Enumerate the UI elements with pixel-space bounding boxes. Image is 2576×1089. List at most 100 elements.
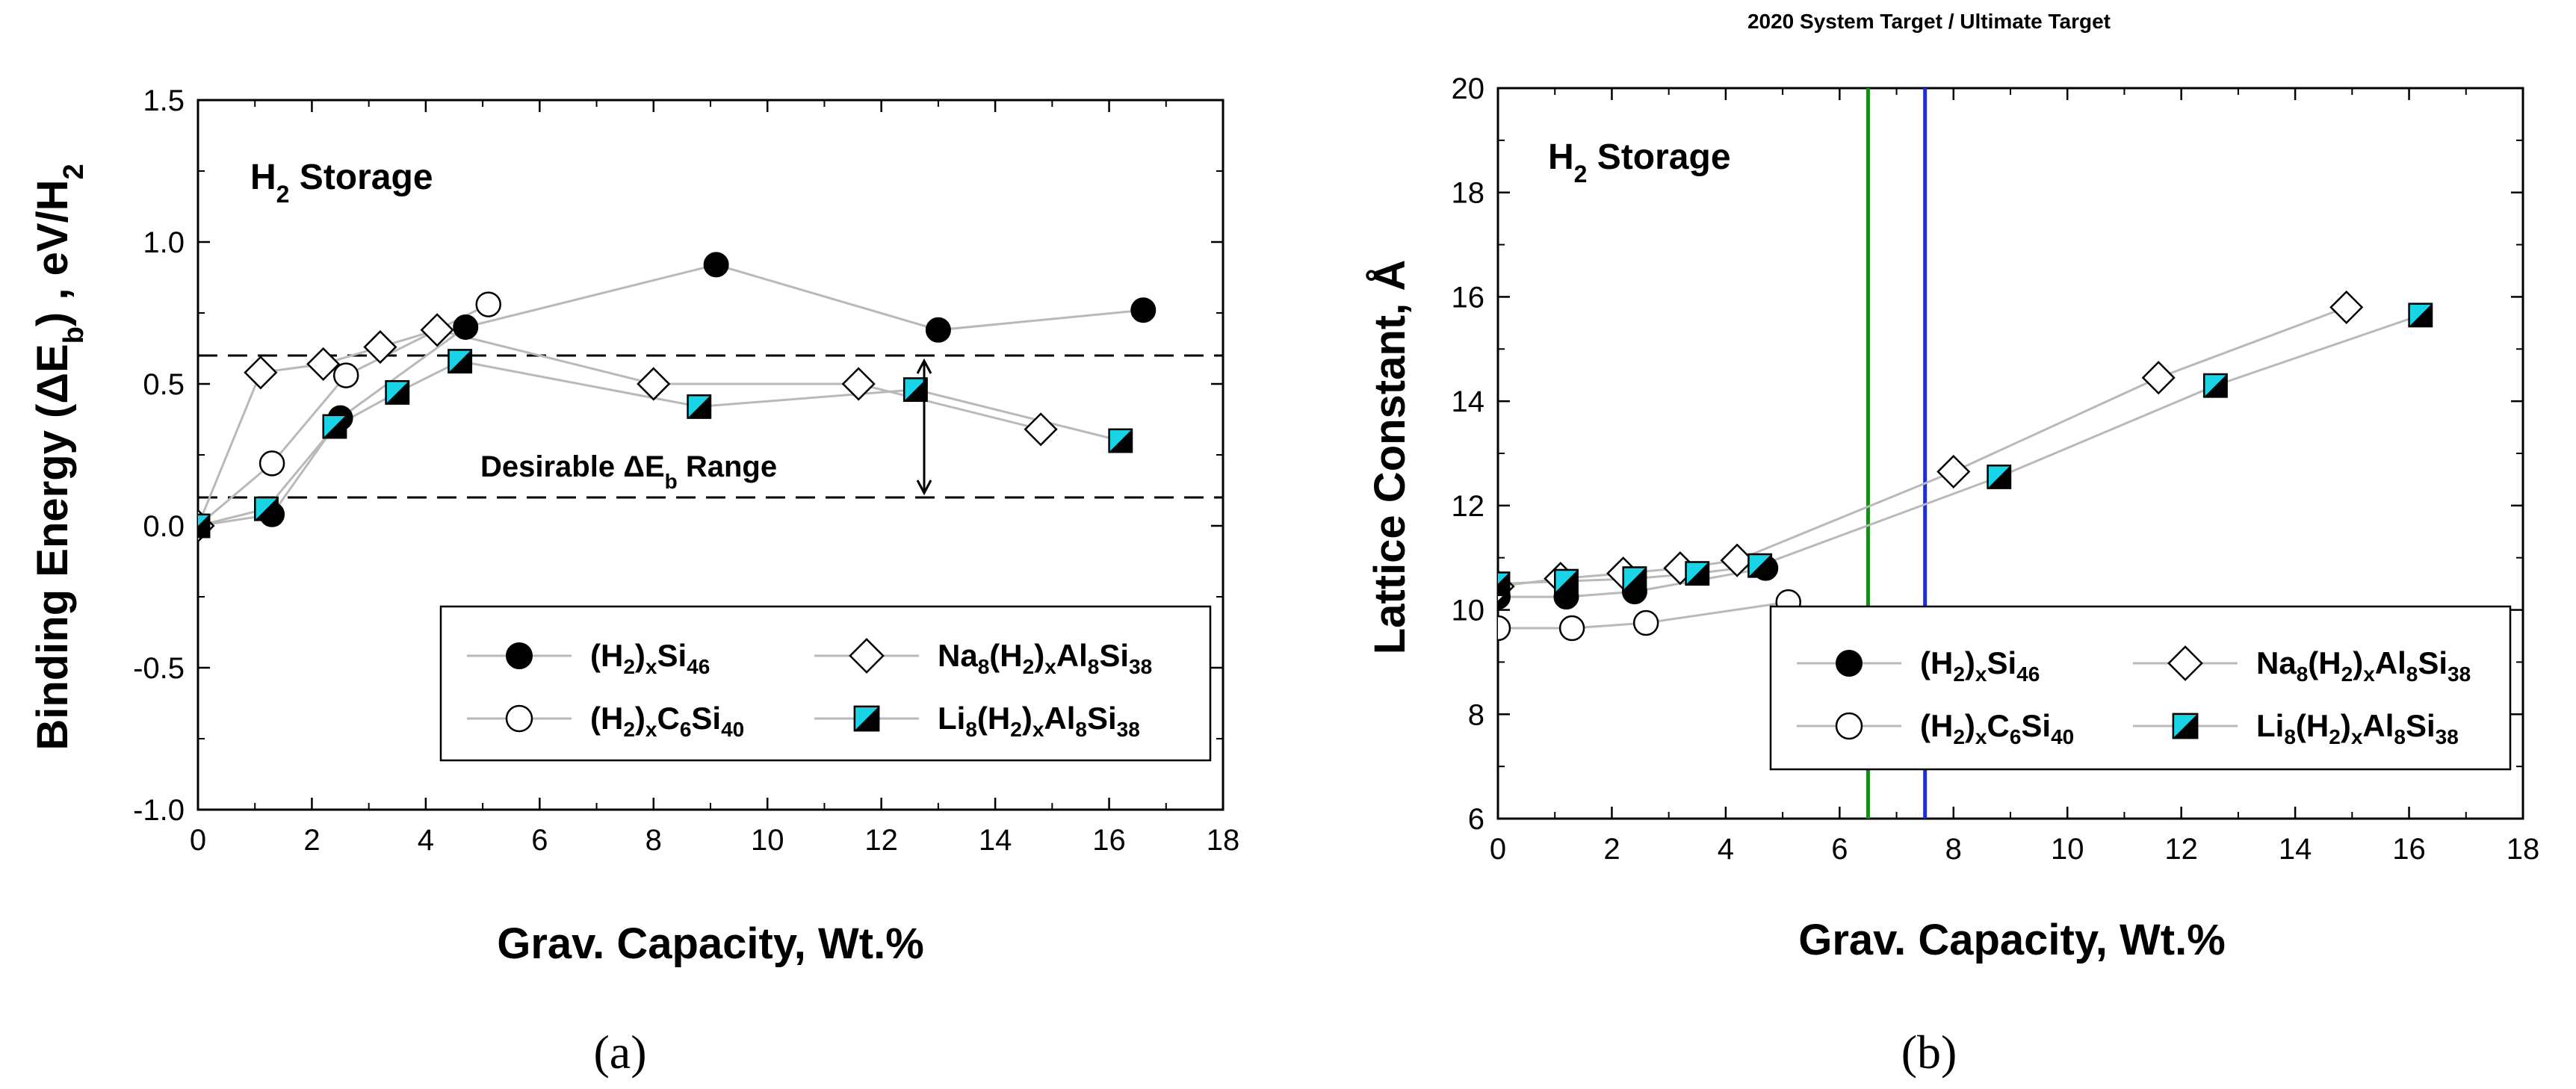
y-tick-label: 6	[1468, 803, 1484, 836]
y-tick-label: 0.5	[143, 368, 185, 401]
x-tick-label: 0	[190, 824, 206, 857]
legend-marker	[505, 704, 533, 733]
y-tick-labels-b: 6 8 10 12 14 16 18 20	[1452, 72, 1485, 836]
data-point	[687, 394, 712, 419]
legend-marker	[849, 638, 885, 674]
series-b	[1498, 290, 2433, 642]
x-axis-label-a: Grav. Capacity, Wt.%	[497, 919, 924, 968]
data-point	[2329, 290, 2364, 324]
x-tick-label: 8	[645, 824, 662, 857]
chart-title-b: 2020 System Target / Ultimate Target	[1747, 10, 2111, 33]
desirable-range-label: Desirable ΔEb Range	[480, 450, 777, 493]
data-point	[385, 379, 410, 405]
data-point	[1987, 464, 2012, 489]
x-tick-labels-b: 0 2 4 6 8 10 12 14 16 18	[1490, 833, 2539, 866]
data-point	[1554, 568, 1579, 594]
x-tick-label: 10	[2051, 833, 2084, 866]
panel-label-b: (b)	[1901, 1026, 1957, 1079]
legend-entry: (H2)xSi46	[1920, 645, 2040, 686]
series-a	[198, 252, 1157, 543]
data-point	[1632, 609, 1659, 636]
x-tick-label: 12	[864, 824, 898, 857]
legend-box-b	[1769, 605, 2512, 771]
y-tick-label: 1.0	[143, 226, 185, 259]
x-tick-label: 0	[1490, 833, 1506, 866]
y-tick-label: 18	[1452, 177, 1485, 210]
legend-marker	[853, 705, 880, 732]
y-tick-label: 12	[1452, 490, 1485, 523]
data-point	[2141, 361, 2176, 395]
x-tick-label: 6	[531, 824, 548, 857]
data-point	[1130, 297, 1157, 323]
legend-entry: (H2)xC6Si40	[590, 701, 744, 741]
range-arrow	[916, 358, 932, 496]
y-tick-label: 8	[1468, 698, 1484, 731]
x-tick-label: 8	[1945, 833, 1962, 866]
y-tick-label: 16	[1452, 281, 1485, 314]
h2-storage-label-b: H2 Storage	[1548, 137, 1731, 187]
data-point	[1024, 412, 1058, 447]
x-tick-label: 16	[2392, 833, 2426, 866]
data-point	[1685, 561, 1710, 586]
data-point	[448, 349, 473, 374]
data-point	[925, 317, 951, 343]
data-point	[637, 367, 671, 401]
legend-marker	[506, 642, 533, 669]
legend-entry: Na8(H2)xAl8Si38	[938, 638, 1152, 678]
y-tick-label: 0.0	[143, 510, 185, 543]
data-point	[244, 356, 278, 390]
panel-b: 2020 System Target / Ultimate Target 0 2 4…	[1366, 10, 2539, 1079]
x-tick-label: 18	[2507, 833, 2540, 866]
series-line	[1498, 305, 2347, 588]
tick-marks-b	[1496, 87, 2524, 820]
series-line	[1498, 314, 2421, 586]
data-point	[2408, 302, 2433, 328]
panel-label-a: (a)	[593, 1026, 646, 1079]
desirable-range-lines	[198, 354, 1223, 499]
y-tick-label: 20	[1452, 72, 1485, 105]
tick-marks-a	[196, 99, 1224, 811]
x-tick-label: 2	[1603, 833, 1620, 866]
data-point	[1108, 428, 1133, 453]
data-point	[475, 291, 501, 317]
data-point	[420, 313, 454, 347]
y-tick-label: -0.5	[133, 652, 185, 685]
legend-entry: (H2)xSi46	[590, 638, 710, 678]
legend-entry: Na8(H2)xAl8Si38	[2256, 645, 2471, 686]
h2-storage-label-a: H2 Storage	[250, 158, 433, 208]
legend-a: (H2)xSi46 (H2)xC6Si40 Na8(H2)xAl8Si38 Li8(H…	[439, 605, 1212, 762]
y-tick-label: 1.5	[143, 84, 185, 117]
data-point	[1558, 615, 1585, 642]
data-point	[332, 362, 359, 388]
data-point	[1622, 566, 1647, 592]
legend-box-a	[439, 605, 1212, 762]
legend-entry: Li8(H2)xAl8Si38	[938, 701, 1140, 741]
x-tick-label: 4	[1718, 833, 1734, 866]
legend-entry: (H2)xC6Si40	[1920, 708, 2074, 748]
x-tick-label: 2	[303, 824, 320, 857]
x-axis-label-b: Grav. Capacity, Wt.%	[1798, 916, 2226, 964]
x-tick-label: 4	[418, 824, 434, 857]
data-point	[2202, 373, 2228, 398]
data-point	[453, 314, 479, 340]
data-point	[1936, 454, 1971, 489]
panel-a: 0 2 4 6 8 10 12 14 16 18 -1.0 -0.5 0.0 0.5 1.0 1.5 H2 …	[28, 84, 1239, 1079]
x-tick-label: 12	[2164, 833, 2198, 866]
data-point	[258, 450, 285, 477]
legend-marker	[2172, 713, 2199, 739]
legend-marker	[2167, 645, 2203, 681]
x-tick-label: 18	[1207, 824, 1240, 857]
x-tick-label: 6	[1831, 833, 1848, 866]
data-point	[703, 252, 729, 278]
data-point	[322, 414, 347, 439]
legend-marker	[1835, 712, 1863, 740]
data-point	[306, 347, 341, 381]
x-tick-label: 14	[979, 824, 1012, 857]
x-tick-label: 14	[2279, 833, 2312, 866]
data-point	[1747, 553, 1773, 578]
series-line	[198, 303, 489, 527]
data-point	[198, 513, 211, 539]
data-point	[254, 496, 279, 521]
y-tick-label: -1.0	[133, 794, 185, 827]
